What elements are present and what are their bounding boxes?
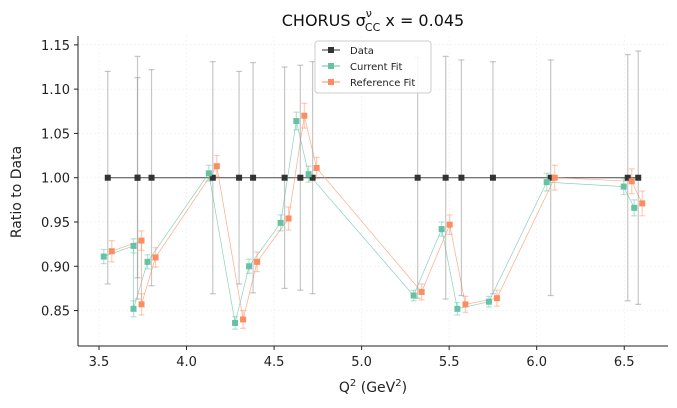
- data-point-2: [313, 164, 320, 171]
- data-point-1: [305, 171, 312, 178]
- x-axis-label: Q2 (GeV2): [339, 378, 407, 396]
- data-point-1: [130, 305, 137, 312]
- data-point-0: [414, 174, 421, 181]
- data-point-1: [631, 204, 638, 211]
- y-tick-label: 1.15: [41, 39, 70, 54]
- legend-data-label: Data: [350, 46, 374, 57]
- x-tick-label: 4.0: [176, 355, 197, 370]
- data-point-1: [293, 118, 300, 125]
- legend: Data Current Fit Reference Fit: [314, 40, 432, 94]
- series-line-2: [111, 115, 643, 320]
- x-tick-label: 6.5: [614, 355, 635, 370]
- x-tick-label: 5.5: [439, 355, 460, 370]
- data-point-0: [250, 174, 257, 181]
- data-point-2: [639, 200, 646, 207]
- data-point-1: [130, 242, 137, 249]
- data-points-layer: [100, 112, 646, 326]
- data-point-2: [462, 301, 469, 308]
- data-point-0: [635, 174, 642, 181]
- data-point-2: [152, 254, 159, 261]
- chart-title: CHORUS σν CC x = 0.045: [282, 7, 464, 34]
- y-tick-label: 1.05: [41, 127, 70, 142]
- y-tick-label: 1.00: [41, 172, 70, 187]
- data-point-0: [134, 174, 141, 181]
- data-point-2: [240, 316, 247, 323]
- data-point-0: [148, 174, 155, 181]
- data-point-0: [297, 174, 304, 181]
- data-point-1: [454, 305, 461, 312]
- legend-reference-marker: [328, 79, 334, 85]
- data-point-2: [301, 112, 308, 119]
- y-tick-label: 0.95: [41, 216, 70, 231]
- data-point-0: [489, 174, 496, 181]
- legend-frame: [314, 40, 432, 94]
- data-point-0: [309, 174, 316, 181]
- y-tick-label: 0.85: [41, 305, 70, 320]
- data-point-0: [209, 174, 216, 181]
- data-point-2: [138, 301, 145, 308]
- legend-data-marker: [328, 47, 334, 53]
- data-point-1: [100, 253, 107, 260]
- axes-layer: [77, 36, 668, 347]
- x-tick-label: 6.0: [526, 355, 547, 370]
- data-point-0: [442, 174, 449, 181]
- data-point-1: [277, 219, 284, 226]
- data-point-0: [236, 174, 243, 181]
- y-axis-label: Ratio to Data: [9, 146, 25, 238]
- legend-current-label: Current Fit: [350, 62, 403, 73]
- y-tick-label: 1.10: [41, 83, 70, 98]
- data-point-1: [232, 319, 239, 326]
- data-point-1: [144, 258, 151, 265]
- data-point-1: [438, 226, 445, 233]
- data-point-1: [620, 183, 627, 190]
- data-point-1: [410, 292, 417, 299]
- legend-current-marker: [328, 63, 334, 69]
- x-tick-label: 4.5: [264, 355, 285, 370]
- data-point-0: [624, 174, 631, 181]
- data-point-1: [246, 263, 253, 270]
- data-point-0: [458, 174, 465, 181]
- data-point-2: [446, 221, 453, 228]
- data-point-2: [493, 295, 500, 302]
- data-point-2: [213, 163, 220, 170]
- series-connector-lines: [103, 115, 643, 324]
- y-tick-label: 0.90: [41, 260, 70, 275]
- data-point-2: [285, 215, 292, 222]
- data-point-1: [485, 298, 492, 305]
- data-point-0: [547, 174, 554, 181]
- data-point-0: [281, 174, 288, 181]
- data-point-1: [205, 170, 212, 177]
- data-point-0: [104, 174, 111, 181]
- data-point-1: [543, 179, 550, 186]
- x-tick-label: 5.0: [351, 355, 372, 370]
- data-point-2: [628, 178, 635, 185]
- x-tick-label: 3.5: [89, 355, 110, 370]
- ticks-layer: 3.5 4.0 4.5 5.0 5.5 6.0 6.5 0.85 0.90 0.95 1.00 1.0…: [41, 39, 635, 370]
- data-point-2: [138, 237, 145, 244]
- data-point-2: [108, 248, 115, 255]
- data-point-2: [254, 258, 261, 265]
- data-point-2: [418, 288, 425, 295]
- data-point-2: [551, 174, 558, 181]
- legend-reference-label: Reference Fit: [350, 78, 415, 89]
